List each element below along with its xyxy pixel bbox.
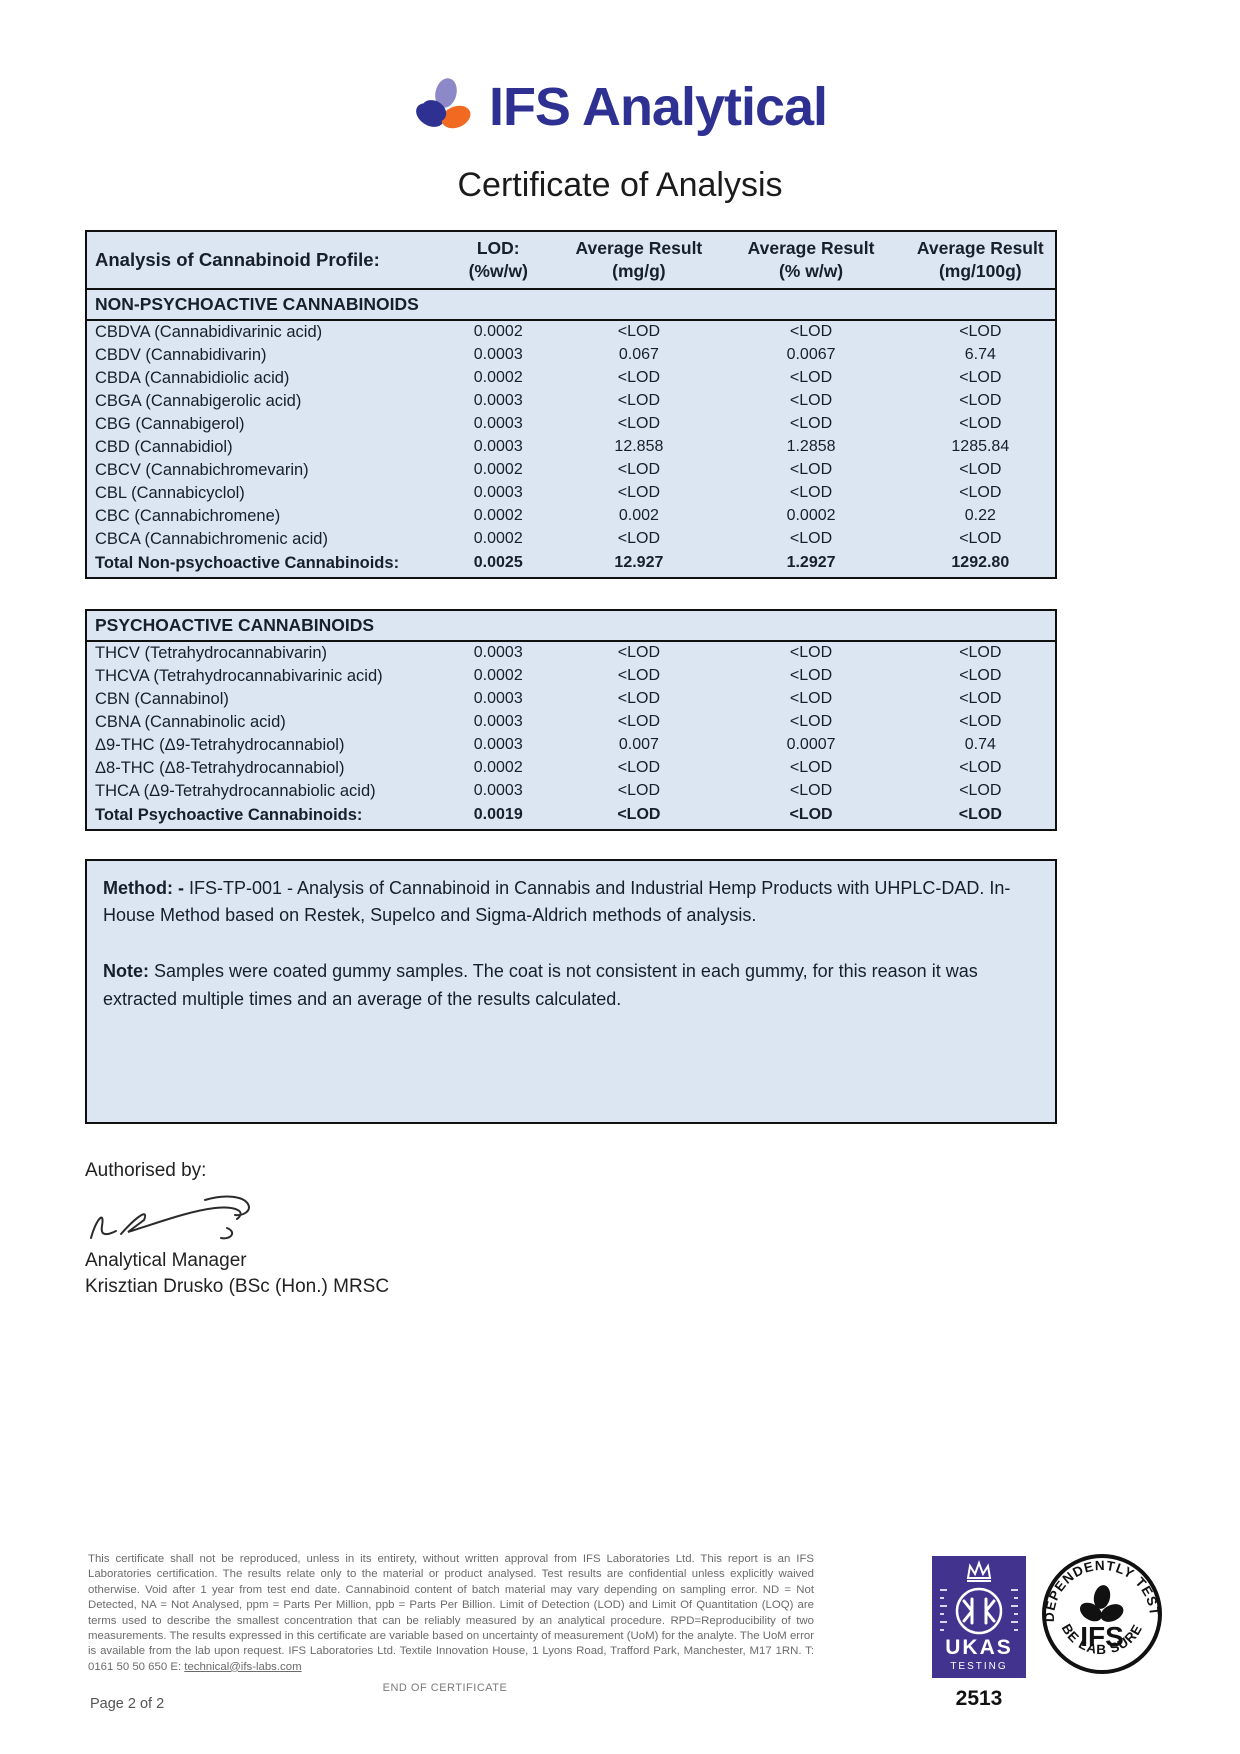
method-paragraph: Method: - IFS-TP-001 - Analysis of Canna… [103,877,1011,926]
ukas-testing-logo-icon: UKAS TESTING [932,1556,1026,1678]
section-header-row: NON-PSYCHOACTIVE CANNABINOIDS [86,288,1056,321]
note-paragraph: Note: Samples were coated gummy samples.… [103,961,978,1010]
ukas-accreditation-number: 2513 [955,1687,1003,1710]
svg-text:IFS: IFS [1080,1621,1124,1652]
column-header-pct-ww: Average Result (% w/w) [716,231,906,290]
authorisation-block: Authorised by: Analytical Manager Kriszt… [85,1160,1057,1301]
svg-text:UKAS: UKAS [945,1636,1013,1659]
ukas-accreditation-block: UKAS TESTING 2513 [930,1556,1028,1711]
table-row: CBGA (Cannabigerolic acid) 0.0003 <LOD <LOD… [95,391,1002,410]
brand-header: IFS Analytical [0,76,1240,138]
table-row: CBC (Cannabichromene) 0.0002 0.002 0.0002 0.… [95,506,996,525]
table-row: THCV (Tetrahydrocannabivarin) 0.0003 <LOD <… [95,643,1002,662]
signer-name: Krisztian Drusko (BSc (Hon.) MRSC [85,1276,390,1298]
end-of-certificate-label: END OF CERTIFICATE [382,1682,508,1694]
column-header-lod: LOD: (%w/w) [435,231,562,290]
table-row: THCVA (Tetrahydrocannabivarinic acid) 0.0… [95,666,1002,685]
table-row: CBNA (Cannabinolic acid) 0.0003 <LOD <LOD <L… [95,712,1002,731]
section-title: PSYCHOACTIVE CANNABINOIDS [86,609,1056,642]
total-row: Total Non-psychoactive Cannabinoids: 0.00… [95,553,1010,572]
table-row: CBL (Cannabicyclol) 0.0003 <LOD <LOD <LOD [95,483,1002,502]
table-row: THCA (Δ9-Tetrahydrocannabiolic acid) 0.00… [95,781,1002,800]
psychoactive-table: PSYCHOACTIVE CANNABINOIDS THCV (Tetrahyd… [85,608,1057,831]
table-row: Δ8-THC (Δ8-Tetrahydrocannabiol) 0.0002 <LO… [95,758,1002,777]
table-row: CBD (Cannabidiol) 0.0003 12.858 1.2858 1285.… [95,437,1010,456]
section-header-row: PSYCHOACTIVE CANNABINOIDS [86,609,1056,642]
ifs-stamp-block: INDEPENDENTLY TESTED BE LAB SURE IFS [1035,1540,1164,1681]
table-row: Δ9-THC (Δ9-Tetrahydrocannabiol) 0.0003 0.0… [95,735,996,754]
section-title: NON-PSYCHOACTIVE CANNABINOIDS [86,288,1056,321]
column-header-mg-g: Average Result (mg/g) [561,231,717,290]
non-psychoactive-table: Analysis of Cannabinoid Profile: LOD: (%w… [85,230,1057,579]
table-row: CBCV (Cannabichromevarin) 0.0002 <LOD <LOD <… [95,460,1002,479]
stamp-trefoil-icon [1079,1585,1124,1622]
column-header-analyte: Analysis of Cannabinoid Profile: [86,231,436,290]
technical-email-link[interactable]: technical@ifs-labs.com [184,1660,302,1673]
table-row: CBCA (Cannabichromenic acid) 0.0002 <LOD <L… [95,529,1002,548]
table-row: CBDA (Cannabidiolic acid) 0.0002 <LOD <LOD <… [95,368,1002,387]
ifs-trefoil-logo-icon [416,78,471,129]
document-title: Certificate of Analysis [457,166,783,204]
independently-tested-stamp-icon: INDEPENDENTLY TESTED BE LAB SURE IFS [1035,1540,1162,1674]
column-header-row: Analysis of Cannabinoid Profile: LOD: (%w… [86,231,1056,290]
authorised-by-label: Authorised by: [85,1159,207,1181]
table-row: CBDV (Cannabidivarin) 0.0003 0.067 0.0067 6.… [95,345,996,364]
table-row: CBDVA (Cannabidivarinic acid) 0.0002 <LOD <… [95,322,1002,341]
brand-name: IFS Analytical [488,77,828,137]
table-row: CBN (Cannabinol) 0.0003 <LOD <LOD <LOD [95,689,1002,708]
page-number: Page 2 of 2 [90,1696,165,1712]
method-note-box: Method: - IFS-TP-001 - Analysis of Canna… [85,858,1057,1124]
legal-disclaimer: This certificate shall not be reproduced… [88,1553,814,1673]
crown-icon [966,1560,992,1582]
signature-icon [90,1195,250,1239]
column-header-mg-100g: Average Result (mg/100g) [905,231,1056,290]
svg-text:TESTING: TESTING [950,1661,1007,1672]
total-row: Total Psychoactive Cannabinoids: 0.0019 <L… [95,805,1002,824]
table-row: CBG (Cannabigerol) 0.0003 <LOD <LOD <LOD [95,414,1002,433]
signer-role: Analytical Manager [85,1249,247,1271]
